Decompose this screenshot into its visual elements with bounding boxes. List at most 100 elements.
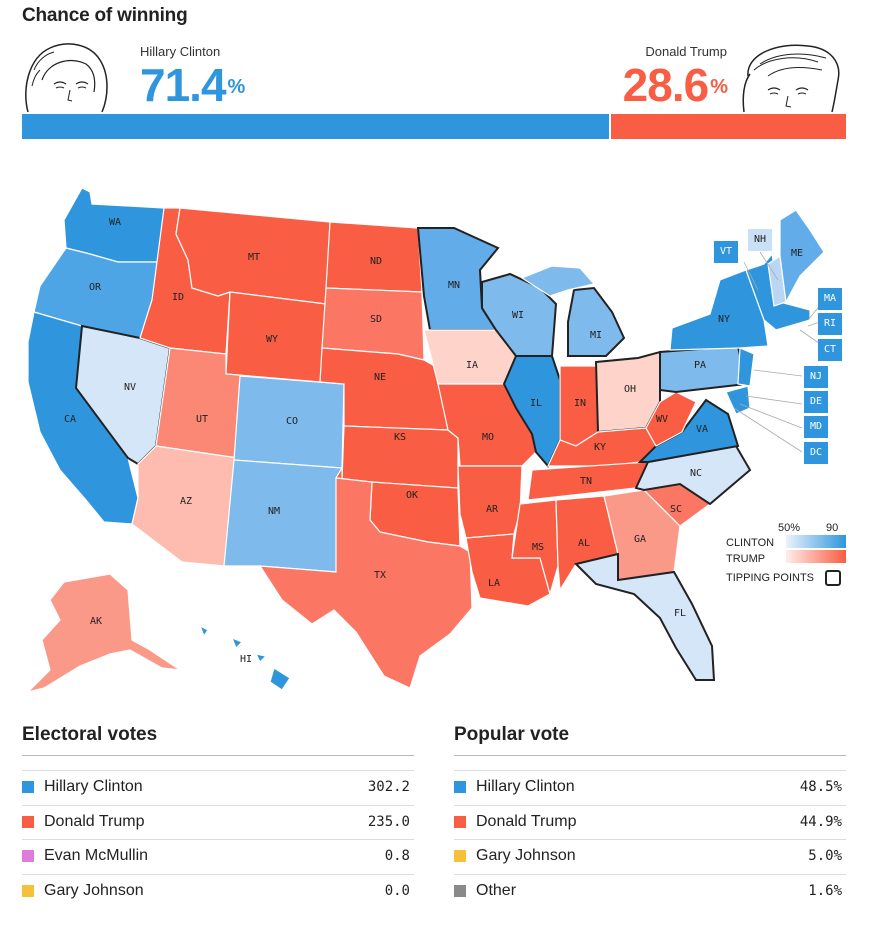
- state-box-NH[interactable]: NH: [748, 229, 772, 251]
- trump-chance-bar: [611, 114, 846, 139]
- state-label-MS: MS: [532, 542, 544, 553]
- state-WV[interactable]: [645, 391, 697, 447]
- legend-clinton-scale: [786, 535, 846, 548]
- state-box-MD[interactable]: MD: [804, 416, 828, 438]
- legend-swatch: [454, 884, 466, 897]
- state-label-AZ: AZ: [180, 496, 192, 507]
- state-HI[interactable]: [198, 624, 291, 691]
- state-label-IL: IL: [530, 398, 542, 409]
- state-box-CT[interactable]: CT: [818, 339, 842, 361]
- state-label-NY: NY: [718, 314, 730, 325]
- legend-swatch: [22, 815, 34, 828]
- state-label-AR: AR: [486, 504, 499, 515]
- state-MI[interactable]: [567, 286, 626, 357]
- row-value: 0.0: [384, 882, 410, 899]
- row-value: 302.2: [367, 779, 410, 795]
- row-value: 1.6%: [808, 882, 842, 899]
- state-label-HI: HI: [240, 654, 252, 665]
- table-divider: [22, 755, 414, 756]
- us-forecast-map: WA OR CA NV ID MT WY UT AZ CO NM ND SD NE KS OK TX MN IA MO…: [26, 187, 827, 694]
- state-label-MT: MT: [248, 252, 260, 263]
- state-label-OH: OH: [624, 384, 636, 395]
- row-name: Gary Johnson: [44, 881, 144, 899]
- legend-swatch: [454, 850, 466, 862]
- state-label-MO: MO: [482, 432, 494, 443]
- state-label-PA: PA: [694, 360, 706, 371]
- state-label-UT: UT: [196, 414, 208, 425]
- state-box-DC[interactable]: DC: [804, 442, 828, 464]
- state-label-WV: WV: [656, 414, 668, 425]
- state-label-NM: NM: [268, 506, 280, 517]
- trump-pct-sign: %: [710, 76, 728, 98]
- trump-name: Donald Trump: [645, 44, 727, 59]
- table-row: Gary Johnson 0.0: [22, 873, 414, 909]
- state-label-KY: KY: [594, 442, 606, 453]
- state-label-GA: GA: [634, 534, 646, 545]
- state-label-SD: SD: [370, 314, 382, 325]
- legend-trump-scale: [786, 550, 846, 563]
- state-label-WA: WA: [109, 217, 121, 228]
- state-label-CA: CA: [64, 414, 76, 425]
- row-value: 44.9%: [799, 813, 842, 830]
- legend-trump: TRUMP: [726, 553, 766, 565]
- clinton-pct-sign: %: [227, 76, 246, 98]
- state-label-VA: VA: [696, 424, 708, 435]
- state-label-IN: IN: [574, 398, 586, 409]
- row-value: 235.0: [367, 813, 410, 830]
- table-row: Donald Trump 235.0: [22, 804, 414, 840]
- state-label-OR: OR: [89, 282, 102, 293]
- state-label-WY: WY: [266, 334, 278, 345]
- state-ME[interactable]: [779, 209, 825, 304]
- state-AR[interactable]: [457, 465, 523, 539]
- row-name: Hillary Clinton: [44, 778, 143, 795]
- state-box-MA[interactable]: MA: [818, 288, 842, 310]
- trump-chance-value: 28.6: [622, 59, 710, 111]
- state-label-ND: ND: [370, 256, 382, 267]
- legend-clinton: CLINTON: [726, 537, 775, 549]
- table-row: Gary Johnson 5.0%: [454, 839, 846, 874]
- table-row: Hillary Clinton 48.5%: [454, 770, 846, 805]
- table-row: Hillary Clinton 302.2: [22, 770, 414, 805]
- page-title: Chance of winning: [22, 5, 188, 26]
- trump-face-icon: [742, 44, 840, 113]
- state-box-RI[interactable]: RI: [818, 313, 842, 335]
- table-row: Donald Trump 44.9%: [454, 804, 846, 840]
- state-label-NE: NE: [374, 372, 386, 383]
- state-NM[interactable]: [223, 459, 343, 573]
- legend-swatch: [22, 884, 34, 897]
- state-label-AK: AK: [90, 616, 102, 627]
- row-value: 0.8: [384, 848, 410, 864]
- state-label-TN: TN: [580, 476, 592, 487]
- state-IL[interactable]: [502, 355, 561, 468]
- legend-swatch: [454, 781, 466, 793]
- row-value: 5.0%: [808, 848, 842, 864]
- row-name: Gary Johnson: [476, 847, 576, 864]
- clinton-name: Hillary Clinton: [140, 44, 221, 59]
- state-TX[interactable]: [258, 477, 473, 689]
- popular-title: Popular vote: [454, 724, 570, 745]
- state-FL[interactable]: [574, 552, 716, 681]
- state-box-DE[interactable]: DE: [804, 391, 828, 413]
- legend-swatch: [22, 850, 34, 862]
- legend-swatch: [454, 815, 466, 828]
- legend-high: 90: [826, 522, 839, 534]
- row-name: Hillary Clinton: [476, 778, 575, 795]
- state-label-MN: MN: [448, 280, 460, 291]
- state-box-VT[interactable]: VT: [714, 241, 738, 263]
- clinton-chance-bar: [22, 114, 609, 139]
- state-label-OK: OK: [406, 490, 418, 501]
- state-box-NJ[interactable]: NJ: [804, 366, 828, 388]
- state-label-NV: NV: [124, 382, 136, 393]
- state-label-KS: KS: [394, 432, 406, 443]
- legend-swatch: [22, 781, 34, 793]
- tipping-point-icon: [825, 570, 841, 586]
- state-DE-MD: [725, 385, 751, 415]
- state-label-NC: NC: [690, 468, 702, 479]
- trump-chance: 28.6%: [622, 59, 728, 111]
- row-name: Donald Trump: [44, 812, 145, 830]
- state-label-CO: CO: [286, 416, 298, 427]
- table-divider: [454, 755, 846, 756]
- state-label-FL: FL: [674, 608, 686, 619]
- clinton-chance: 71.4%: [140, 62, 246, 108]
- state-AK[interactable]: [26, 573, 181, 694]
